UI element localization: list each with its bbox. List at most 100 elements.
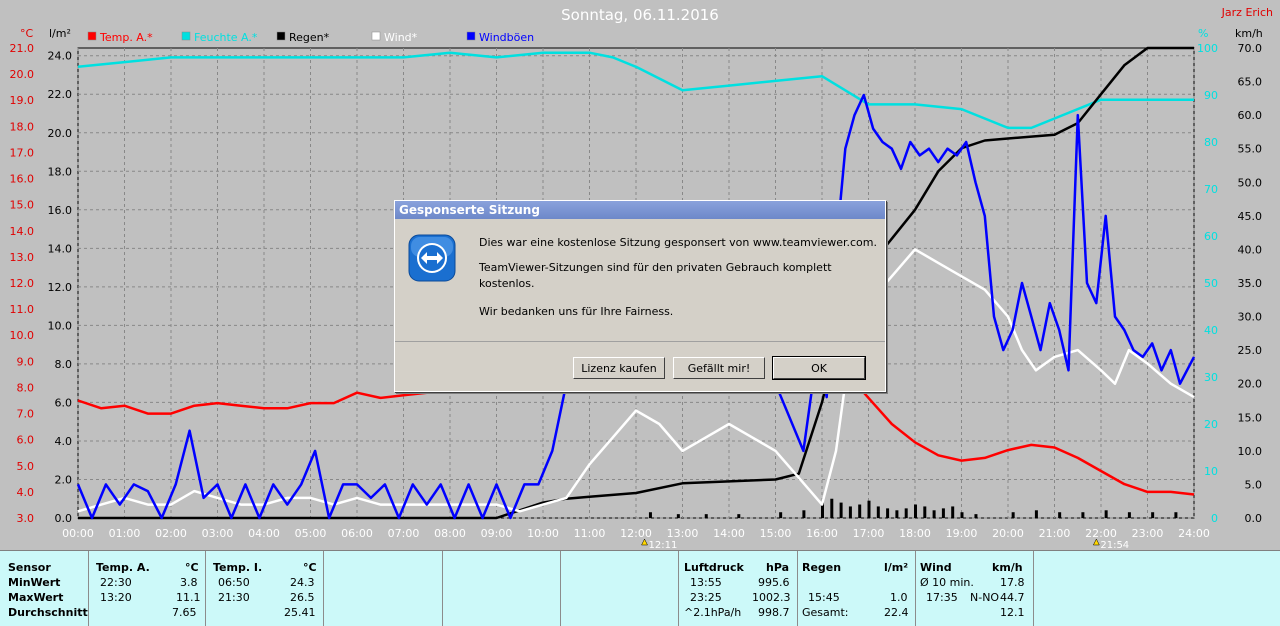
dialog-title: Gesponserte Sitzung [395,201,885,219]
time-tick-label: 02:00 [155,527,187,540]
time-tick-label: 05:00 [295,527,327,540]
rain-axis: 0.0 2.0 4.0 6.0 8.0 10.0 12.0 14.0 16.0 18.0 20.0 2… [48,50,73,525]
wind-tick-label: 40.0 [1238,243,1263,256]
wind-max-time: 17:35 [926,591,958,604]
temp-i-unit: °C [303,561,317,574]
time-tick-label: 16:00 [806,527,838,540]
time-tick-label: 23:00 [1132,527,1164,540]
wind-dir: N-NO [970,591,1000,604]
humidity-tick-label: 10 [1204,465,1218,478]
temp-tick-label: 13.0 [10,251,35,264]
pressure-max: 1002.3 [752,591,791,604]
temp-tick-label: 10.0 [10,329,35,342]
temp-tick-label: 5.0 [17,460,35,473]
temp-i-header: Temp. I. [213,561,263,574]
wind-tick-label: 20.0 [1238,378,1263,391]
dialog-line-1: Dies war eine kostenlose Sitzung gespons… [479,236,877,249]
wind-tick-label: 50.0 [1238,176,1263,189]
time-tick-label: 19:00 [946,527,978,540]
legend-swatch [371,31,381,41]
time-tick-label: 08:00 [434,527,466,540]
time-tick-label: 07:00 [388,527,420,540]
rain-bar [821,502,824,518]
rain-max: 1.0 [890,591,908,604]
wind-avg10: 17.8 [1000,576,1025,589]
temp-a-unit: °C [185,561,199,574]
time-tick-label: 11:00 [574,527,606,540]
temp-i-avg: 25.41 [284,606,316,619]
temp-tick-label: 6.0 [17,434,35,447]
temp-tick-label: 19.0 [10,94,35,107]
rain-bar [779,512,783,518]
like-button[interactable]: Gefällt mir! [673,357,765,379]
wind-tick-label: 55.0 [1238,143,1263,156]
legend-swatch [181,31,191,41]
ok-button[interactable]: OK [772,356,866,380]
time-tick-label: 20:00 [992,527,1024,540]
humidity-tick-label: 50 [1204,277,1218,290]
time-axis: 00:00 01:00 02:00 03:00 04:00 05:00 06:00 07:00… [62,527,1210,540]
temp-tick-label: 20.0 [10,68,35,81]
rain-tick-label: 0.0 [55,512,73,525]
rain-tick-label: 10.0 [48,319,73,332]
row-label-max: MaxWert [8,591,64,604]
rain-tick-label: 6.0 [55,396,73,409]
pressure-max-time: 23:25 [690,591,722,604]
dialog-line-2: TeamViewer-Sitzungen sind für den privat… [479,261,832,290]
rain-bar [830,498,834,518]
temp-axis: 3.0 4.0 5.0 6.0 7.0 8.0 9.0 10.0 11.0 12.0 13.0 14.… [10,42,35,525]
legend-label: Regen* [289,31,330,44]
time-tick-label: 00:00 [62,527,94,540]
rain-total: 22.4 [884,606,909,619]
marker-time-label: 21:54 [1100,540,1129,550]
wind-tick-label: 35.0 [1238,277,1263,290]
time-tick-label: 09:00 [481,527,513,540]
temp-tick-label: 17.0 [10,146,35,159]
temp-i-min: 24.3 [290,576,315,589]
event-markers: 12:11 21:54 [641,538,1129,550]
rain-bar [704,514,708,518]
rain-max-time: 15:45 [808,591,840,604]
time-tick-label: 04:00 [248,527,280,540]
rain-tick-label: 18.0 [48,165,73,178]
rain-tick-label: 22.0 [48,88,73,101]
pressure-avg: 998.7 [758,606,790,619]
rain-bar [923,506,927,518]
legend-swatch [87,31,97,41]
time-tick-label: 24:00 [1178,527,1210,540]
wind-tick-label: 0.0 [1245,512,1263,525]
humidity-tick-label: 40 [1204,324,1218,337]
wind-tick-label: 5.0 [1245,478,1263,491]
sun-marker-icon [1092,538,1100,546]
rain-bar [904,508,908,518]
rain-bar [1127,512,1131,518]
rain-unit: l/m² [884,561,909,574]
rain-tick-label: 24.0 [48,50,73,63]
temp-tick-label: 11.0 [10,303,35,316]
wind-unit-label: km/h [1235,27,1263,40]
temp-a-max: 11.1 [176,591,201,604]
rain-tick-label: 12.0 [48,281,73,294]
time-tick-label: 13:00 [667,527,699,540]
sun-marker-icon [641,538,648,546]
temp-i-min-time: 06:50 [218,576,250,589]
temp-tick-label: 12.0 [10,277,35,290]
author-label: Jarz Erich [1221,6,1273,19]
legend: Temp. A.* Feuchte A.* Regen* Wind* Windböen [87,31,534,44]
wind-header: Wind [920,561,952,574]
rain-total-label: Gesamt: [802,606,849,619]
buy-license-button[interactable]: Lizenz kaufen [573,357,665,379]
rain-bar [951,506,955,518]
time-tick-label: 06:00 [341,527,373,540]
wind-unit: km/h [992,561,1023,574]
humidity-tick-label: 0 [1211,512,1218,525]
legend-label: Windböen [479,31,534,44]
series-line-wind [77,248,1195,513]
temp-a-min-time: 22:30 [100,576,132,589]
rain-bar [867,500,871,518]
rain-bar [886,508,890,518]
legend-swatch [276,31,286,41]
rain-bar [960,512,964,518]
rain-bar [858,504,862,518]
rain-bar [1058,512,1062,518]
